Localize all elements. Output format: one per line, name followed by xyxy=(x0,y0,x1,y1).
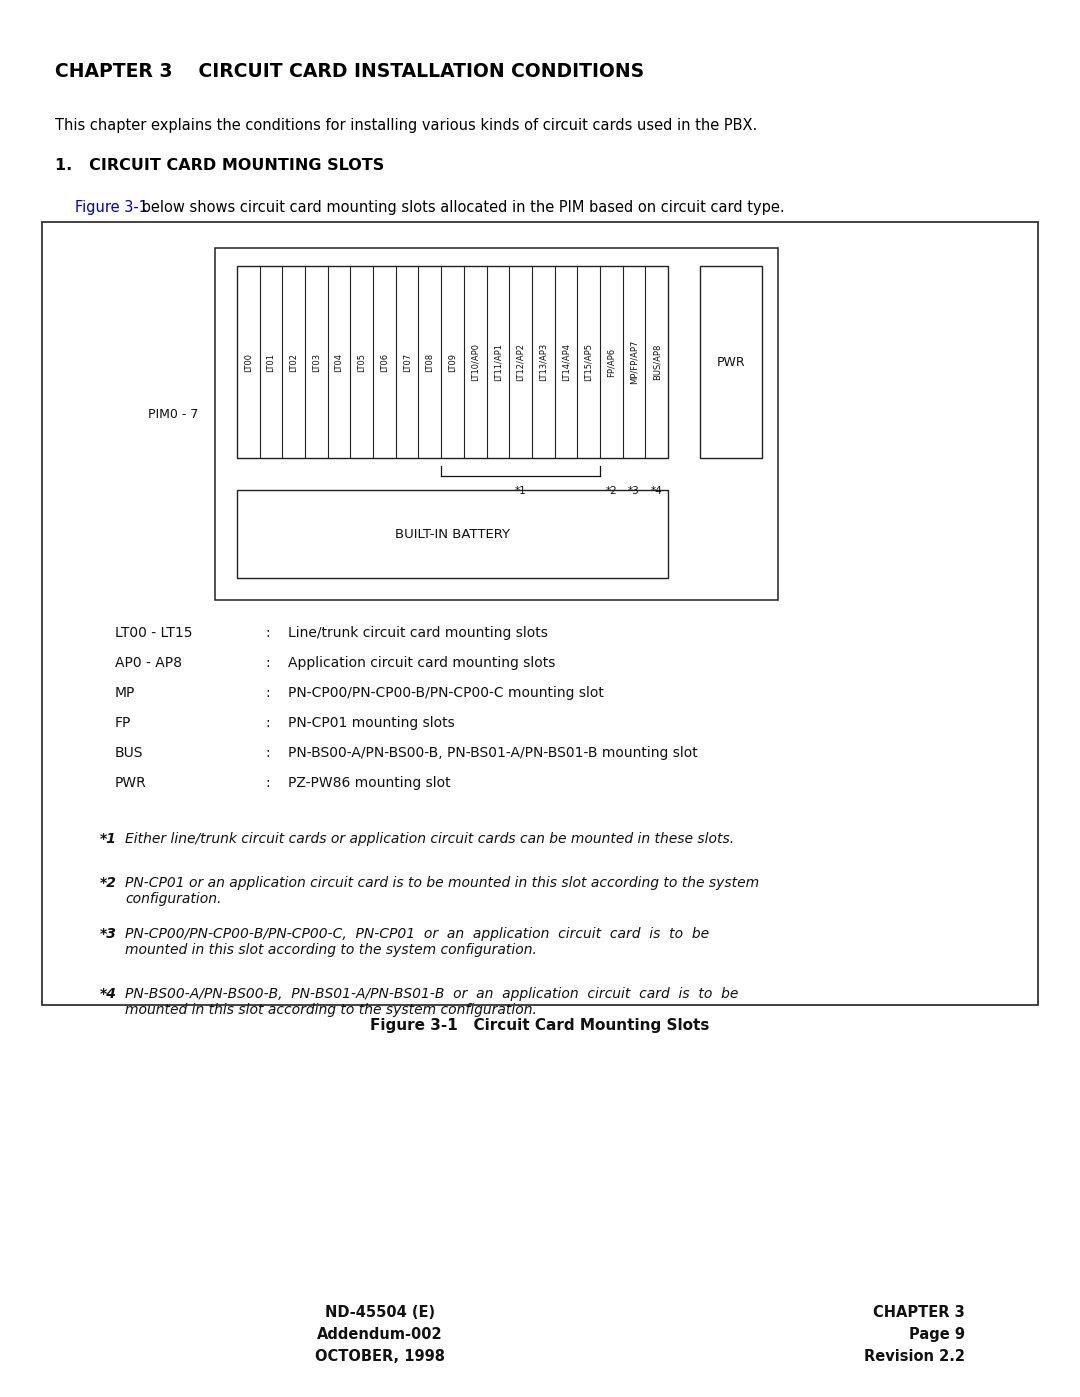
Text: Either line/trunk circuit cards or application circuit cards can be mounted in t: Either line/trunk circuit cards or appli… xyxy=(125,833,734,847)
Text: PIM0 - 7: PIM0 - 7 xyxy=(148,408,199,420)
Text: *1: *1 xyxy=(515,486,526,496)
Text: MP: MP xyxy=(114,686,135,700)
Text: LT07: LT07 xyxy=(403,352,411,372)
Text: LT05: LT05 xyxy=(357,352,366,372)
Text: *2: *2 xyxy=(606,486,617,496)
Text: *4: *4 xyxy=(651,486,662,496)
Text: LT00: LT00 xyxy=(244,352,253,372)
Text: PN-BS00-A/PN-BS00-B, PN-BS01-A/PN-BS01-B mounting slot: PN-BS00-A/PN-BS00-B, PN-BS01-A/PN-BS01-B… xyxy=(288,746,698,760)
Text: MP/FP/AP7: MP/FP/AP7 xyxy=(630,339,638,384)
Text: PN-CP00/PN-CP00-B/PN-CP00-C,  PN-CP01  or  an  application  circuit  card  is  t: PN-CP00/PN-CP00-B/PN-CP00-C, PN-CP01 or … xyxy=(125,928,710,957)
Text: CHAPTER 3: CHAPTER 3 xyxy=(874,1305,966,1320)
Text: LT11/AP1: LT11/AP1 xyxy=(494,344,502,381)
Text: LT03: LT03 xyxy=(312,352,321,372)
Text: PN-CP00/PN-CP00-B/PN-CP00-C mounting slot: PN-CP00/PN-CP00-B/PN-CP00-C mounting slo… xyxy=(288,686,604,700)
Text: Line/trunk circuit card mounting slots: Line/trunk circuit card mounting slots xyxy=(288,626,548,640)
Text: BUS/AP8: BUS/AP8 xyxy=(652,344,661,380)
Text: FP: FP xyxy=(114,717,132,731)
Text: *2: *2 xyxy=(100,876,117,890)
Text: :: : xyxy=(265,775,270,789)
Text: LT06: LT06 xyxy=(380,352,389,372)
Text: Addendum-002: Addendum-002 xyxy=(318,1327,443,1343)
Text: *1: *1 xyxy=(100,833,117,847)
Bar xyxy=(237,265,669,458)
Text: PN-BS00-A/PN-BS00-B,  PN-BS01-A/PN-BS01-B  or  an  application  circuit  card  i: PN-BS00-A/PN-BS00-B, PN-BS01-A/PN-BS01-B… xyxy=(125,988,739,1017)
Text: LT01: LT01 xyxy=(267,352,275,372)
Text: 1.   CIRCUIT CARD MOUNTING SLOTS: 1. CIRCUIT CARD MOUNTING SLOTS xyxy=(55,158,384,173)
Text: below shows circuit card mounting slots allocated in the PIM based on circuit ca: below shows circuit card mounting slots … xyxy=(137,200,785,215)
Text: LT00 - LT15: LT00 - LT15 xyxy=(114,626,192,640)
Text: LT08: LT08 xyxy=(426,352,434,372)
Text: PWR: PWR xyxy=(717,355,745,369)
Text: :: : xyxy=(265,657,270,671)
Text: ND-45504 (E): ND-45504 (E) xyxy=(325,1305,435,1320)
Text: LT02: LT02 xyxy=(289,352,298,372)
Text: PN-CP01 mounting slots: PN-CP01 mounting slots xyxy=(288,717,455,731)
Text: LT15/AP5: LT15/AP5 xyxy=(584,344,593,381)
Text: *4: *4 xyxy=(100,988,117,1002)
Text: FP/AP6: FP/AP6 xyxy=(607,348,616,377)
Text: :: : xyxy=(265,717,270,731)
Text: *3: *3 xyxy=(100,928,117,942)
Text: Figure 3-1   Circuit Card Mounting Slots: Figure 3-1 Circuit Card Mounting Slots xyxy=(370,1018,710,1032)
Text: :: : xyxy=(265,626,270,640)
Text: BUS: BUS xyxy=(114,746,144,760)
Text: AP0 - AP8: AP0 - AP8 xyxy=(114,657,183,671)
Text: LT10/AP0: LT10/AP0 xyxy=(471,344,480,381)
Text: LT12/AP2: LT12/AP2 xyxy=(516,344,525,381)
Text: PZ-PW86 mounting slot: PZ-PW86 mounting slot xyxy=(288,775,450,789)
Text: :: : xyxy=(265,746,270,760)
Text: LT09: LT09 xyxy=(448,352,457,372)
Text: LT14/AP4: LT14/AP4 xyxy=(562,344,570,381)
Text: Figure 3-1: Figure 3-1 xyxy=(75,200,148,215)
Text: PWR: PWR xyxy=(114,775,147,789)
Bar xyxy=(700,265,762,458)
Text: Revision 2.2: Revision 2.2 xyxy=(864,1350,966,1363)
Bar xyxy=(215,249,778,599)
Text: LT04: LT04 xyxy=(335,352,343,372)
Bar xyxy=(42,222,1038,1004)
Text: *3: *3 xyxy=(629,486,639,496)
Bar xyxy=(237,490,669,578)
Text: PN-CP01 or an application circuit card is to be mounted in this slot according t: PN-CP01 or an application circuit card i… xyxy=(125,876,759,907)
Text: CHAPTER 3    CIRCUIT CARD INSTALLATION CONDITIONS: CHAPTER 3 CIRCUIT CARD INSTALLATION COND… xyxy=(55,61,644,81)
Text: This chapter explains the conditions for installing various kinds of circuit car: This chapter explains the conditions for… xyxy=(55,117,757,133)
Text: :: : xyxy=(265,686,270,700)
Text: Application circuit card mounting slots: Application circuit card mounting slots xyxy=(288,657,555,671)
Text: LT13/AP3: LT13/AP3 xyxy=(539,342,548,381)
Text: BUILT-IN BATTERY: BUILT-IN BATTERY xyxy=(395,528,510,541)
Text: Page 9: Page 9 xyxy=(909,1327,966,1343)
Text: OCTOBER, 1998: OCTOBER, 1998 xyxy=(315,1350,445,1363)
